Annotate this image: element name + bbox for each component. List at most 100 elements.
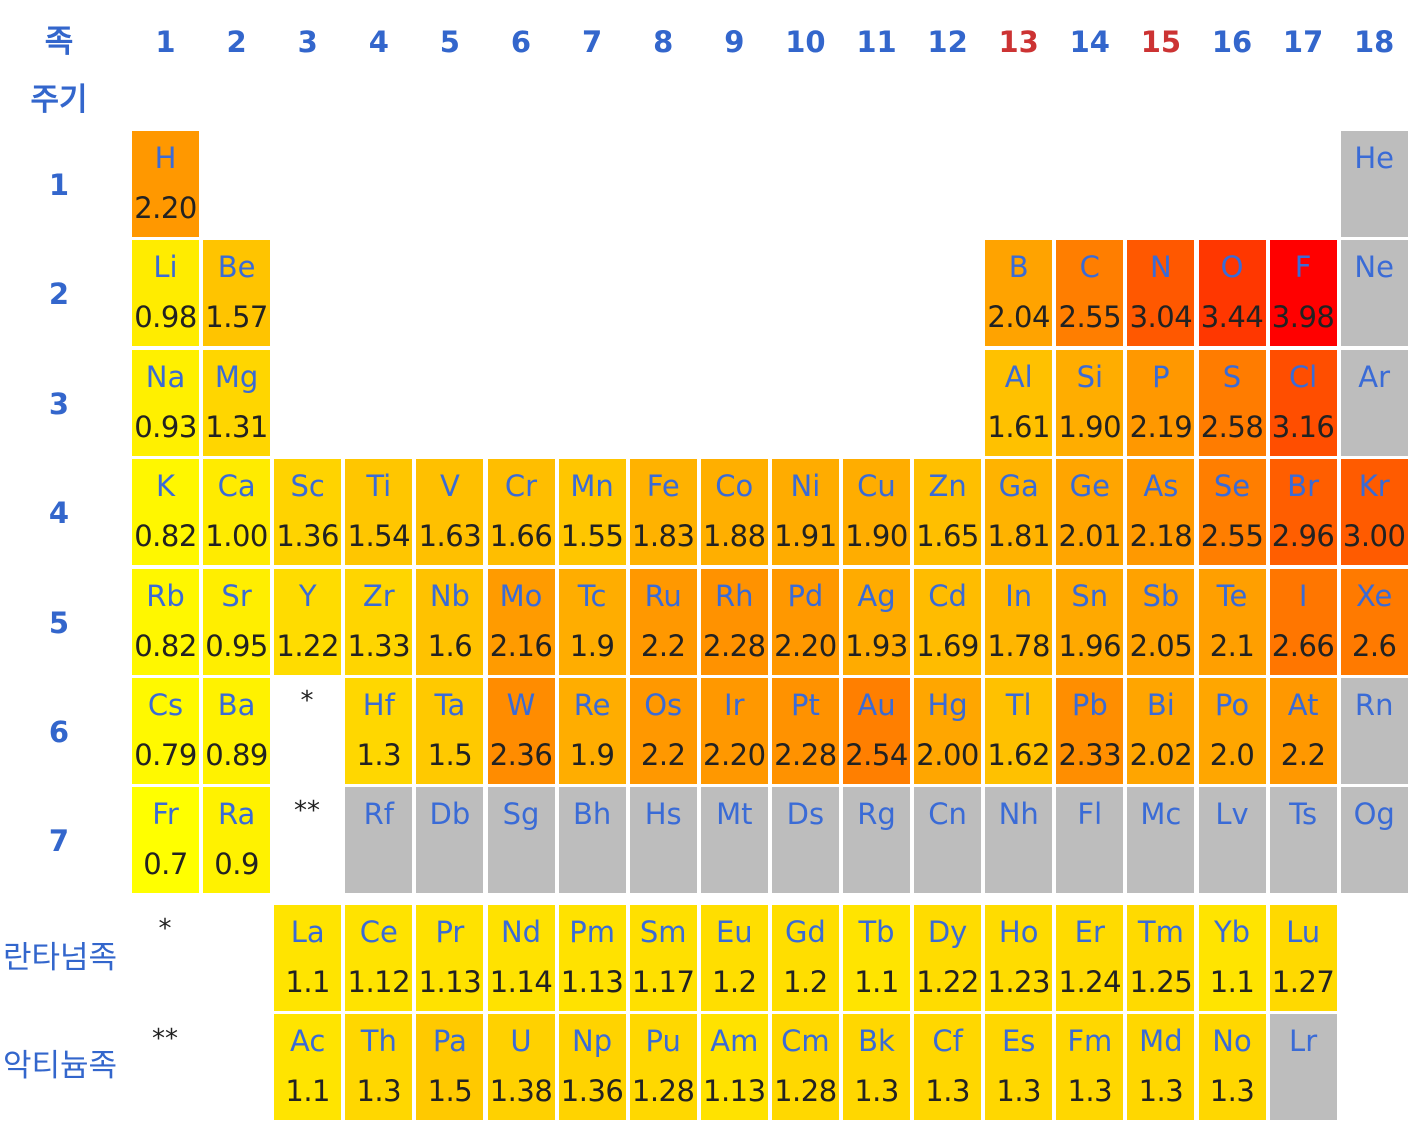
- element-cell-am[interactable]: Am 1.13: [700, 1014, 768, 1120]
- element-cell-ba[interactable]: Ba 0.89: [203, 678, 271, 784]
- element-cell-rf[interactable]: Rf: [345, 787, 413, 894]
- element-cell-cn[interactable]: Cn: [914, 787, 982, 894]
- element-cell-c[interactable]: C 2.55: [1056, 240, 1124, 347]
- element-cell-ar[interactable]: Ar: [1340, 349, 1408, 456]
- element-cell-se[interactable]: Se 2.55: [1198, 459, 1266, 566]
- element-cell-th[interactable]: Th 1.3: [345, 1014, 413, 1120]
- element-cell-no[interactable]: No 1.3: [1198, 1014, 1266, 1120]
- element-cell-kr[interactable]: Kr 3.00: [1340, 459, 1408, 566]
- element-cell-cr[interactable]: Cr 1.66: [487, 459, 555, 566]
- element-cell-pa[interactable]: Pa 1.5: [416, 1014, 484, 1120]
- element-cell-sr[interactable]: Sr 0.95: [203, 568, 271, 675]
- element-cell-sm[interactable]: Sm 1.17: [629, 905, 697, 1011]
- element-cell-es[interactable]: Es 1.3: [985, 1014, 1053, 1120]
- element-cell-nh[interactable]: Nh: [985, 787, 1053, 894]
- element-cell-rn[interactable]: Rn: [1340, 678, 1408, 784]
- element-cell-ca[interactable]: Ca 1.00: [203, 459, 271, 566]
- element-cell-tb[interactable]: Tb 1.1: [843, 905, 910, 1011]
- element-cell-s[interactable]: S 2.58: [1198, 349, 1266, 456]
- element-cell-cu[interactable]: Cu 1.90: [843, 459, 910, 566]
- element-cell-tm[interactable]: Tm 1.25: [1127, 905, 1195, 1011]
- element-cell-pb[interactable]: Pb 2.33: [1056, 678, 1124, 784]
- element-cell-ce[interactable]: Ce 1.12: [345, 905, 413, 1011]
- element-cell-al[interactable]: Al 1.61: [985, 349, 1053, 456]
- element-cell-in[interactable]: In 1.78: [985, 568, 1053, 675]
- element-cell-ts[interactable]: Ts: [1269, 787, 1337, 894]
- element-cell-re[interactable]: Re 1.9: [558, 678, 626, 784]
- element-cell-tl[interactable]: Tl 1.62: [985, 678, 1053, 784]
- element-cell-pr[interactable]: Pr 1.13: [416, 905, 484, 1011]
- element-cell-pd[interactable]: Pd 2.20: [771, 568, 839, 675]
- element-cell-xe[interactable]: Xe 2.6: [1340, 568, 1408, 675]
- element-cell-cm[interactable]: Cm 1.28: [771, 1014, 839, 1120]
- element-cell-o[interactable]: O 3.44: [1198, 240, 1266, 347]
- element-cell-cf[interactable]: Cf 1.3: [914, 1014, 982, 1120]
- element-cell-ho[interactable]: Ho 1.23: [985, 905, 1053, 1011]
- element-cell-at[interactable]: At 2.2: [1269, 678, 1337, 784]
- element-cell-fe[interactable]: Fe 1.83: [629, 459, 697, 566]
- element-cell-rg[interactable]: Rg: [843, 787, 910, 894]
- element-cell-os[interactable]: Os 2.2: [629, 678, 697, 784]
- element-cell-er[interactable]: Er 1.24: [1056, 905, 1124, 1011]
- element-cell-f[interactable]: F 3.98: [1269, 240, 1337, 347]
- element-cell-pt[interactable]: Pt 2.28: [771, 678, 839, 784]
- element-cell-sg[interactable]: Sg: [487, 787, 555, 894]
- element-cell-rh[interactable]: Rh 2.28: [700, 568, 768, 675]
- element-cell-eu[interactable]: Eu 1.2: [700, 905, 768, 1011]
- element-cell-li[interactable]: Li 0.98: [132, 240, 199, 347]
- element-cell-hf[interactable]: Hf 1.3: [345, 678, 413, 784]
- element-cell-si[interactable]: Si 1.90: [1056, 349, 1124, 456]
- element-cell-k[interactable]: K 0.82: [132, 459, 199, 566]
- element-cell-tc[interactable]: Tc 1.9: [558, 568, 626, 675]
- element-cell-rb[interactable]: Rb 0.82: [132, 568, 199, 675]
- element-cell-he[interactable]: He: [1340, 131, 1408, 237]
- element-cell-mo[interactable]: Mo 2.16: [487, 568, 555, 675]
- element-cell-og[interactable]: Og: [1340, 787, 1408, 894]
- element-cell-bh[interactable]: Bh: [558, 787, 626, 894]
- element-cell-la[interactable]: La 1.1: [274, 905, 342, 1011]
- element-cell-db[interactable]: Db: [416, 787, 484, 894]
- element-cell-fl[interactable]: Fl: [1056, 787, 1124, 894]
- element-cell-lr[interactable]: Lr: [1269, 1014, 1337, 1120]
- element-cell-yb[interactable]: Yb 1.1: [1198, 905, 1266, 1011]
- element-cell-mt[interactable]: Mt: [700, 787, 768, 894]
- element-cell-ds[interactable]: Ds: [771, 787, 839, 894]
- element-cell-hs[interactable]: Hs: [629, 787, 697, 894]
- element-cell-mn[interactable]: Mn 1.55: [558, 459, 626, 566]
- element-cell-md[interactable]: Md 1.3: [1127, 1014, 1195, 1120]
- element-cell-dy[interactable]: Dy 1.22: [914, 905, 982, 1011]
- element-cell-ir[interactable]: Ir 2.20: [700, 678, 768, 784]
- element-cell-ac[interactable]: Ac 1.1: [274, 1014, 342, 1120]
- element-cell-np[interactable]: Np 1.36: [558, 1014, 626, 1120]
- element-cell-i[interactable]: I 2.66: [1269, 568, 1337, 675]
- element-cell-ge[interactable]: Ge 2.01: [1056, 459, 1124, 566]
- element-cell-w[interactable]: W 2.36: [487, 678, 555, 784]
- element-cell-ti[interactable]: Ti 1.54: [345, 459, 413, 566]
- element-cell-fr[interactable]: Fr 0.7: [132, 787, 199, 894]
- element-cell-ga[interactable]: Ga 1.81: [985, 459, 1053, 566]
- element-cell-au[interactable]: Au 2.54: [843, 678, 910, 784]
- element-cell-ni[interactable]: Ni 1.91: [771, 459, 839, 566]
- element-cell-n[interactable]: N 3.04: [1127, 240, 1195, 347]
- element-cell-sc[interactable]: Sc 1.36: [274, 459, 342, 566]
- element-cell-po[interactable]: Po 2.0: [1198, 678, 1266, 784]
- element-cell-h[interactable]: H 2.20: [132, 131, 199, 237]
- element-cell-ta[interactable]: Ta 1.5: [416, 678, 484, 784]
- element-cell-as[interactable]: As 2.18: [1127, 459, 1195, 566]
- element-cell-cs[interactable]: Cs 0.79: [132, 678, 199, 784]
- element-cell-y[interactable]: Y 1.22: [274, 568, 342, 675]
- element-cell-v[interactable]: V 1.63: [416, 459, 484, 566]
- element-cell-ru[interactable]: Ru 2.2: [629, 568, 697, 675]
- element-cell-ne[interactable]: Ne: [1340, 240, 1408, 347]
- element-cell-te[interactable]: Te 2.1: [1198, 568, 1266, 675]
- element-cell-pu[interactable]: Pu 1.28: [629, 1014, 697, 1120]
- element-cell-sn[interactable]: Sn 1.96: [1056, 568, 1124, 675]
- element-cell-bi[interactable]: Bi 2.02: [1127, 678, 1195, 784]
- element-cell-zr[interactable]: Zr 1.33: [345, 568, 413, 675]
- element-cell-mc[interactable]: Mc: [1127, 787, 1195, 894]
- element-cell-ra[interactable]: Ra 0.9: [203, 787, 271, 894]
- element-cell-mg[interactable]: Mg 1.31: [203, 349, 271, 456]
- element-cell-gd[interactable]: Gd 1.2: [771, 905, 839, 1011]
- element-cell-ag[interactable]: Ag 1.93: [843, 568, 910, 675]
- element-cell-nb[interactable]: Nb 1.6: [416, 568, 484, 675]
